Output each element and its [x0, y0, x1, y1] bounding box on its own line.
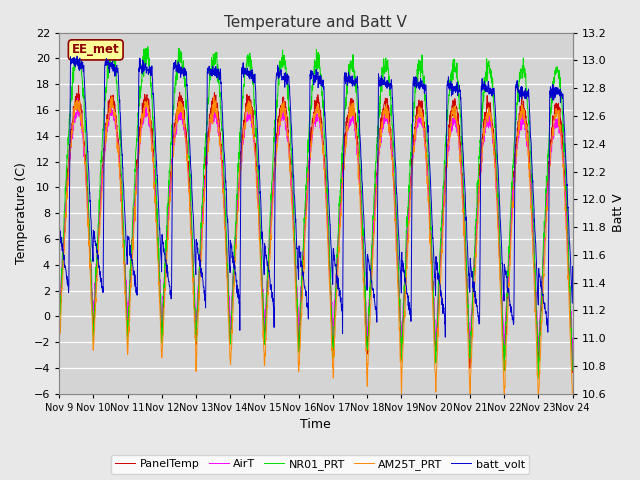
batt_volt: [442, 334, 449, 340]
NR01_PRT: [524, 102, 531, 108]
AM25T_PRT: [465, 360, 473, 365]
PanelTemp: [75, 83, 83, 88]
AM25T_PRT: [55, 348, 63, 354]
AirT: [569, 357, 577, 362]
AM25T_PRT: [524, 134, 531, 140]
AM25T_PRT: [210, 94, 218, 100]
NR01_PRT: [109, 38, 116, 44]
AM25T_PRT: [342, 133, 349, 139]
Title: Temperature and Batt V: Temperature and Batt V: [225, 15, 407, 30]
AirT: [524, 139, 531, 144]
Line: AM25T_PRT: AM25T_PRT: [59, 97, 573, 408]
AirT: [331, 298, 339, 303]
AirT: [198, 216, 206, 222]
Y-axis label: Temperature (C): Temperature (C): [15, 162, 28, 264]
PanelTemp: [198, 214, 206, 219]
Line: AirT: AirT: [59, 98, 573, 360]
NR01_PRT: [55, 336, 63, 341]
Line: batt_volt: batt_volt: [59, 56, 573, 337]
NR01_PRT: [331, 320, 339, 326]
AM25T_PRT: [538, 321, 545, 327]
NR01_PRT: [342, 106, 349, 112]
AM25T_PRT: [331, 335, 339, 340]
batt_volt: [538, 285, 546, 290]
AM25T_PRT: [198, 235, 206, 240]
NR01_PRT: [538, 281, 546, 287]
AirT: [465, 321, 473, 326]
batt_volt: [569, 264, 577, 269]
NR01_PRT: [198, 201, 206, 206]
batt_volt: [198, 274, 206, 279]
PanelTemp: [569, 370, 577, 375]
Legend: PanelTemp, AirT, NR01_PRT, AM25T_PRT, batt_volt: PanelTemp, AirT, NR01_PRT, AM25T_PRT, ba…: [111, 455, 529, 474]
PanelTemp: [342, 130, 349, 135]
PanelTemp: [331, 322, 339, 328]
AirT: [538, 289, 545, 295]
AirT: [74, 96, 81, 101]
PanelTemp: [538, 291, 545, 297]
batt_volt: [465, 285, 473, 291]
Y-axis label: Batt V: Batt V: [612, 194, 625, 232]
Text: EE_met: EE_met: [72, 43, 120, 56]
batt_volt: [331, 252, 339, 258]
PanelTemp: [524, 131, 531, 136]
PanelTemp: [465, 332, 473, 337]
batt_volt: [524, 93, 531, 99]
AirT: [342, 139, 349, 145]
NR01_PRT: [465, 339, 473, 345]
AirT: [55, 311, 63, 317]
Line: NR01_PRT: NR01_PRT: [59, 41, 573, 378]
batt_volt: [55, 219, 63, 225]
AM25T_PRT: [569, 405, 577, 411]
Line: PanelTemp: PanelTemp: [59, 85, 573, 372]
NR01_PRT: [534, 375, 542, 381]
NR01_PRT: [569, 367, 577, 373]
batt_volt: [74, 53, 81, 59]
batt_volt: [342, 81, 349, 87]
X-axis label: Time: Time: [300, 419, 331, 432]
PanelTemp: [55, 327, 63, 333]
